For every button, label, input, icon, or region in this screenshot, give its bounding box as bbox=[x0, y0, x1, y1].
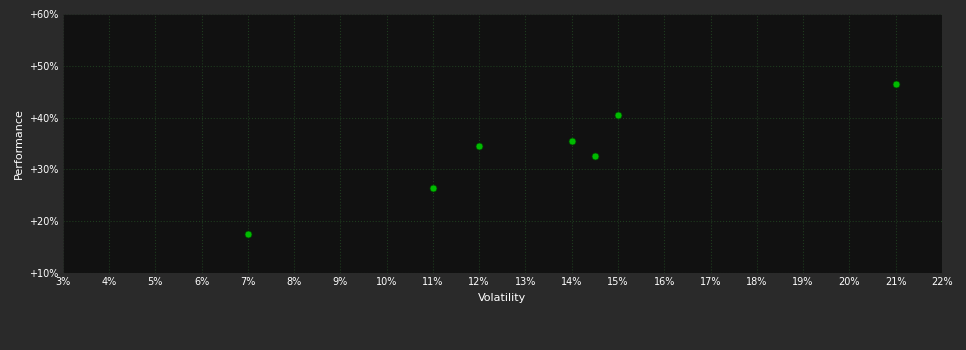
Point bbox=[888, 81, 903, 87]
Point bbox=[587, 154, 603, 159]
X-axis label: Volatility: Volatility bbox=[478, 293, 526, 303]
Point bbox=[471, 143, 487, 149]
Point bbox=[564, 138, 580, 144]
Y-axis label: Performance: Performance bbox=[14, 108, 23, 179]
Point bbox=[241, 231, 256, 237]
Point bbox=[611, 112, 626, 118]
Point bbox=[425, 185, 440, 190]
